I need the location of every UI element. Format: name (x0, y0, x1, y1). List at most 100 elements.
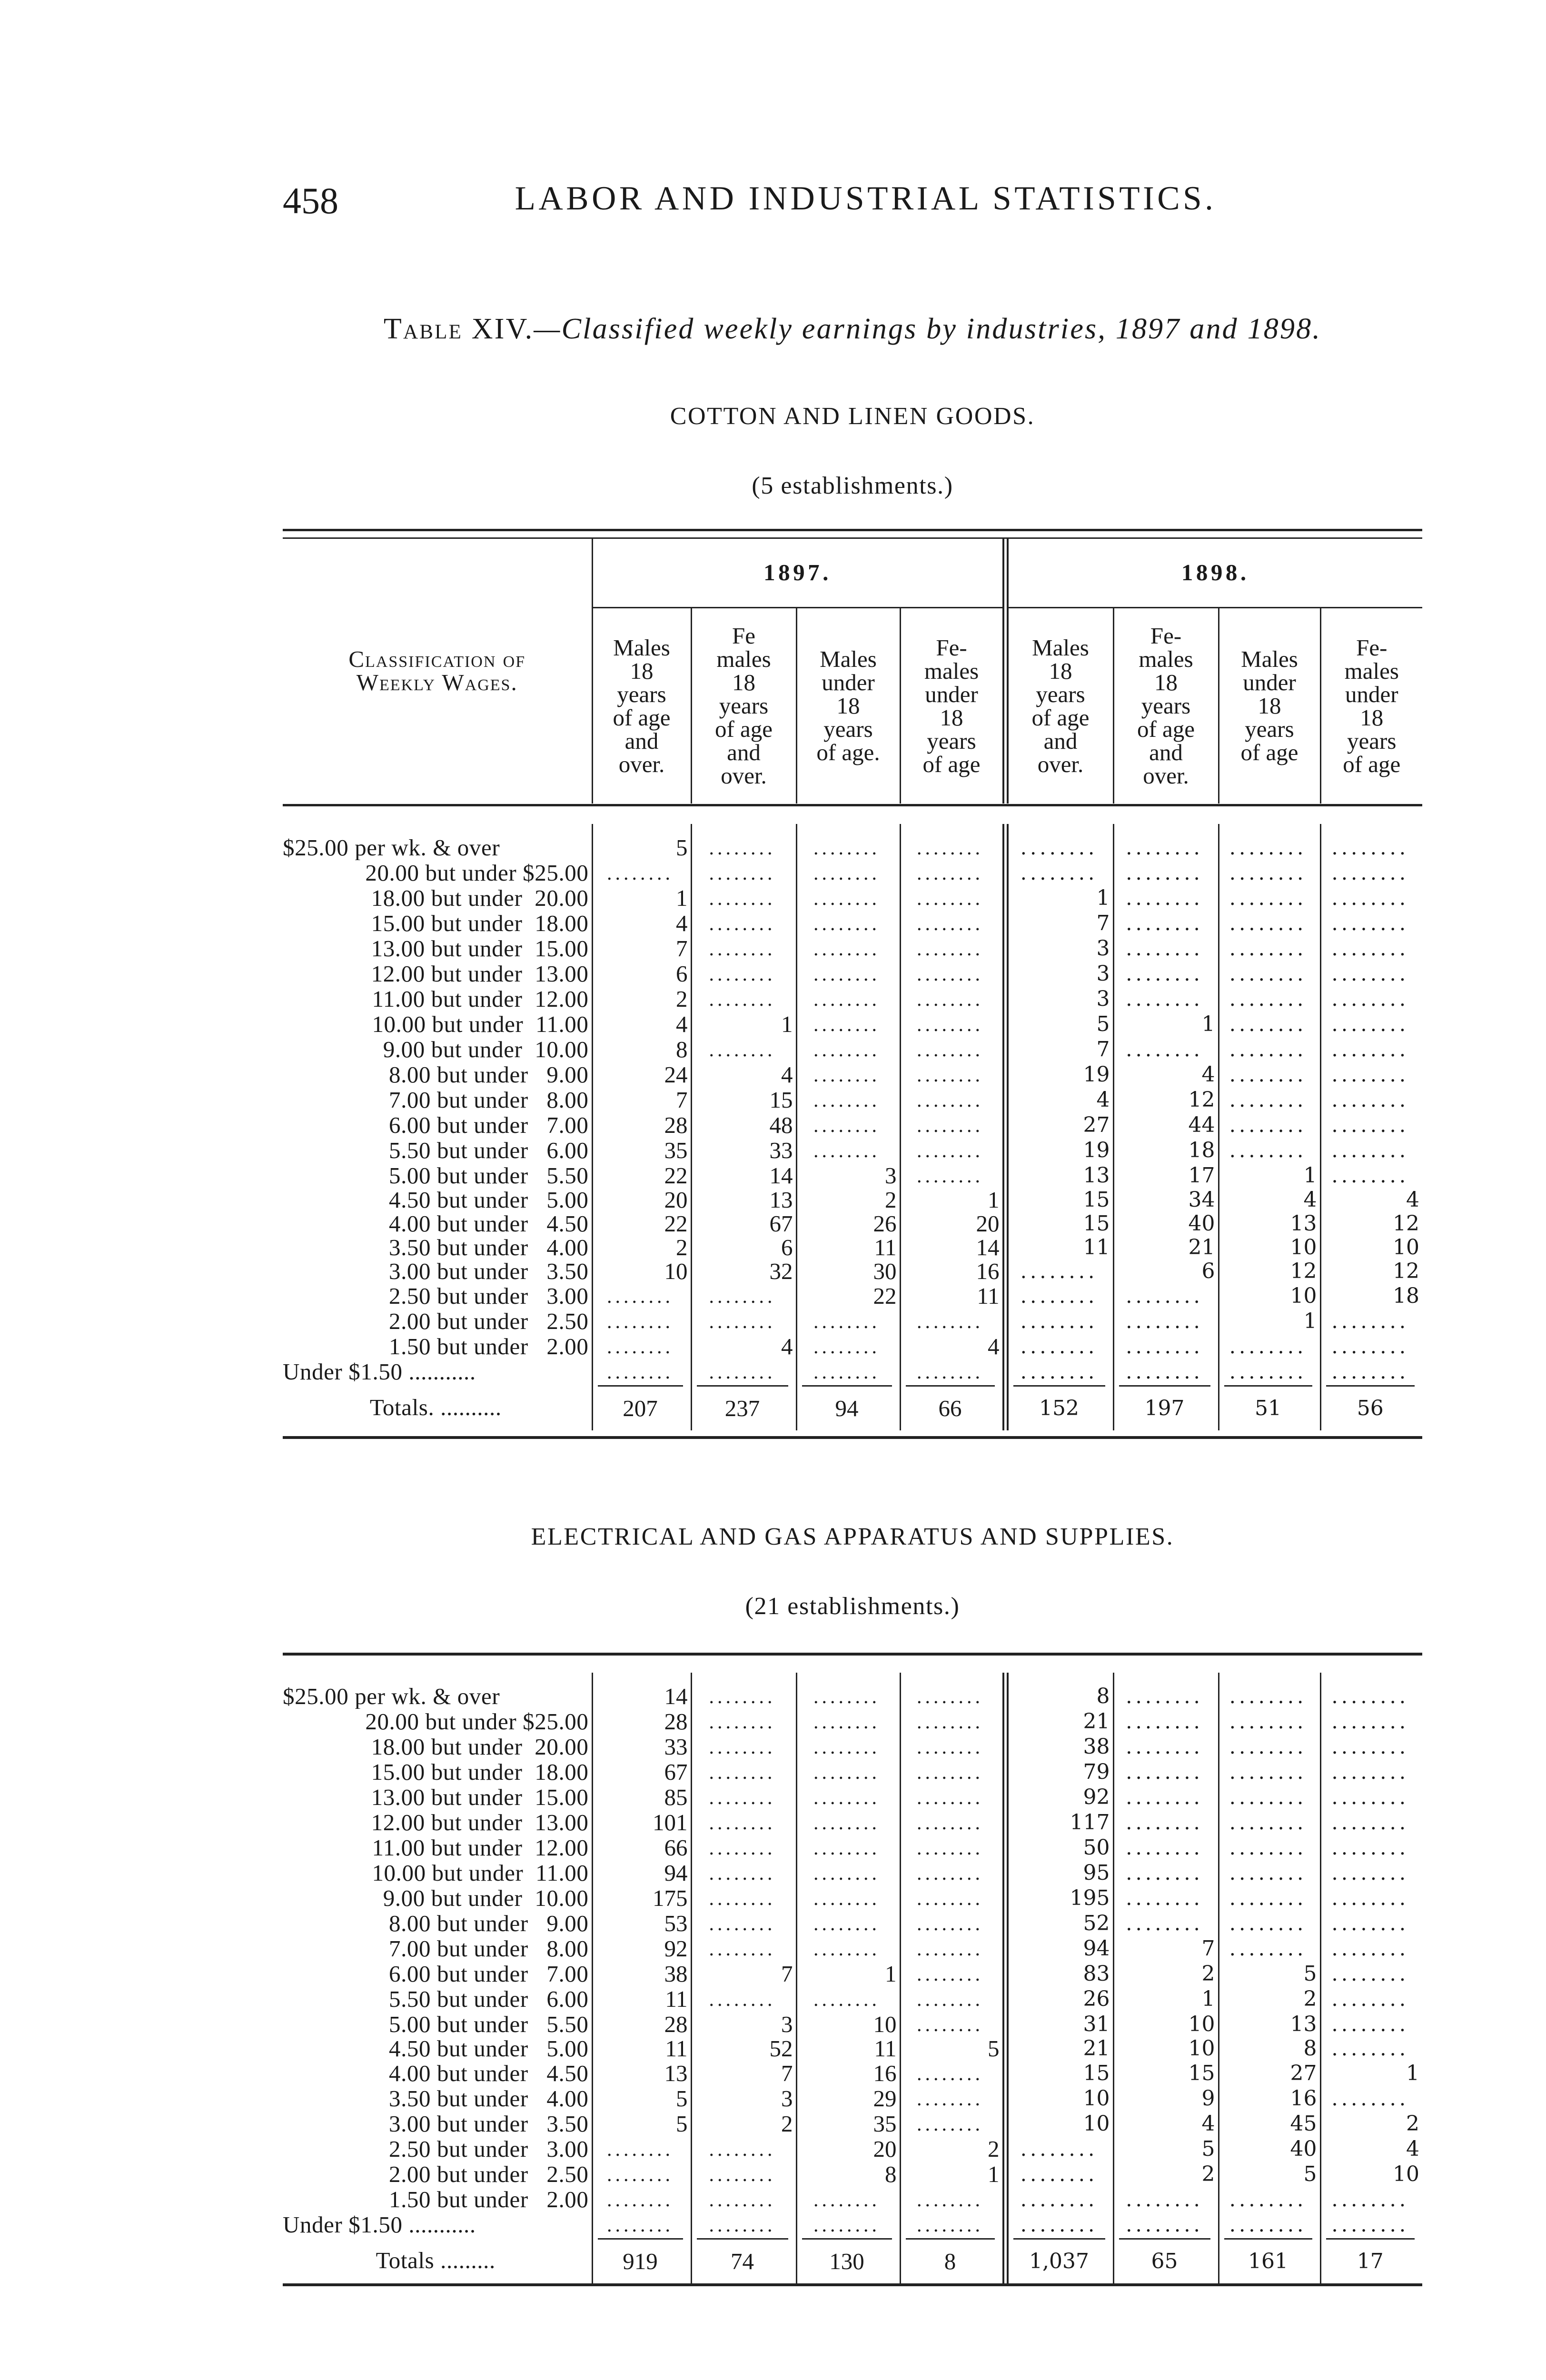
wage-class-label: 6.00 but under 7.00 (283, 1961, 593, 1986)
value-cell: 3 (691, 2012, 797, 2037)
empty-cell: ........ (1219, 835, 1321, 860)
empty-cell: ........ (1331, 1735, 1409, 1758)
value-cell: 2 (900, 2136, 1006, 2162)
table-row: 4.00 but under 4.50 22 67 26 20 15 40 13 12 (283, 1212, 1422, 1236)
value-cell: 10 (1393, 1236, 1419, 1259)
wage-class-label: 4.50 but under 5.00 (283, 1188, 593, 1212)
empty-cell: ........ (1219, 1037, 1321, 1062)
value-cell: 2 (1113, 2162, 1219, 2187)
total-cell: 51 (1219, 1384, 1321, 1430)
empty-cell: ........ (1219, 911, 1321, 936)
empty-cell: ........ (796, 1810, 901, 1835)
value-cell: 1 (1113, 1012, 1219, 1037)
empty-cell: ........ (1002, 1334, 1114, 1359)
empty-cell: ........ (796, 835, 901, 860)
year-1897-header: 1897. (592, 538, 1005, 608)
empty-cell: ........ (1331, 1163, 1409, 1187)
value-cell: 10 (1002, 2086, 1114, 2111)
empty-cell: ........ (796, 1062, 901, 1087)
empty-cell: ........ (1219, 2187, 1321, 2212)
value-cell: 1 (1219, 1309, 1321, 1334)
table-row: 5.50 but under 6.00 35 33................ 1… (283, 1138, 1422, 1163)
empty-cell: ........ (1331, 936, 1409, 960)
section-title: ELECTRICAL AND GAS APPARATUS AND SUPPLIE… (531, 1523, 1174, 1550)
total-cell: 237 (691, 1384, 797, 1430)
value-cell: 20 (900, 1212, 1006, 1236)
value-cell: 24 (592, 1062, 692, 1087)
value-cell: 1 (691, 1012, 797, 1037)
value-cell: 10 (1393, 2162, 1419, 2186)
data-table-cotton-linen: $25.00 per wk. & over 5..................… (283, 824, 1422, 1430)
wage-class-label: 9.00 but under 10.00 (283, 1037, 593, 1062)
value-cell: 6 (1113, 1259, 1219, 1283)
empty-cell: ........ (796, 1936, 901, 1961)
wage-class-label: 13.00 but under 15.00 (283, 1785, 593, 1810)
total-cell: 161 (1219, 2237, 1321, 2283)
empty-cell: ........ (691, 860, 797, 885)
total-cell: 65 (1113, 2237, 1219, 2283)
empty-cell: ........ (1331, 1138, 1409, 1162)
empty-cell: ........ (796, 1986, 901, 2012)
value-cell: 30 (796, 1259, 901, 1283)
value-cell: 101 (592, 1810, 692, 1835)
table-row: 13.00 but under 15.00 85.................… (283, 1785, 1422, 1810)
empty-cell: ........ (691, 1309, 797, 1334)
value-cell: 7 (1002, 1037, 1114, 1062)
empty-cell: ........ (691, 1785, 797, 1810)
empty-cell: ........ (691, 2187, 797, 2212)
value-cell: 19 (1002, 1062, 1114, 1087)
table-row: 4.00 but under 4.50 13 7 16........ 15 15 27 1 (283, 2061, 1422, 2086)
value-cell: 7 (1113, 1936, 1219, 1961)
empty-cell: ........ (1219, 1012, 1321, 1037)
empty-cell: ........ (900, 1936, 1006, 1961)
divider (283, 1436, 1422, 1439)
empty-cell: ........ (900, 1087, 1006, 1112)
empty-cell: ........ (1113, 860, 1219, 885)
value-cell: 5 (592, 835, 692, 860)
empty-cell: ........ (900, 936, 1006, 961)
empty-cell: ........ (1113, 1334, 1219, 1359)
wage-class-label: 10.00 but under 11.00 (283, 1860, 593, 1885)
value-cell: 8 (1002, 1684, 1114, 1709)
column-header-1898-1: Males 18 years of age and over. (1002, 607, 1114, 803)
empty-cell: ........ (796, 1087, 901, 1112)
value-cell: 6 (592, 961, 692, 986)
empty-cell: ........ (1219, 885, 1321, 911)
value-cell: 5 (592, 2111, 692, 2136)
empty-cell: ........ (1219, 1709, 1321, 1734)
value-cell: 15 (1113, 2061, 1219, 2086)
table-row: 2.00 but under 2.50.....................… (283, 1309, 1422, 1334)
empty-cell: ........ (1113, 1359, 1219, 1384)
empty-cell: ........ (691, 1986, 797, 2012)
empty-cell: ........ (592, 2212, 692, 2237)
empty-cell: ........ (592, 1309, 692, 1334)
value-cell: 10 (1219, 1236, 1321, 1259)
value-cell: 14 (900, 1236, 1006, 1259)
empty-cell: ........ (1113, 961, 1219, 986)
wage-class-label: 8.00 but under 9.00 (283, 1911, 593, 1936)
wage-class-label: 12.00 but under 13.00 (283, 961, 593, 986)
wage-class-label: 3.00 but under 3.50 (283, 2111, 593, 2136)
wage-class-label: 11.00 but under 12.00 (283, 1835, 593, 1860)
wage-class-label: Under $1.50 ........... (283, 1359, 593, 1384)
empty-cell: ........ (796, 1138, 901, 1163)
empty-cell: ........ (592, 2187, 692, 2212)
empty-cell: ........ (900, 1163, 1006, 1188)
value-cell: 10 (1002, 2111, 1114, 2136)
empty-cell: ........ (1331, 1987, 1409, 2011)
empty-cell: ........ (691, 911, 797, 936)
empty-cell: ........ (1331, 1359, 1409, 1383)
empty-cell: ........ (1331, 1062, 1409, 1086)
wage-class-label: 3.50 but under 4.00 (283, 1236, 593, 1259)
value-cell: 33 (592, 1734, 692, 1759)
value-cell: 13 (1219, 1212, 1321, 1236)
empty-cell: ........ (1331, 1113, 1409, 1137)
table-title: Table XIV.—Classified weekly earnings by… (283, 312, 1422, 346)
empty-cell: ........ (1331, 2212, 1409, 2236)
empty-cell: ........ (691, 1759, 797, 1785)
value-cell: 3 (691, 2086, 797, 2111)
empty-cell: ........ (796, 911, 901, 936)
empty-cell: ........ (1331, 1936, 1409, 1960)
value-cell: 8 (1219, 2037, 1321, 2061)
value-cell: 22 (796, 1283, 901, 1309)
